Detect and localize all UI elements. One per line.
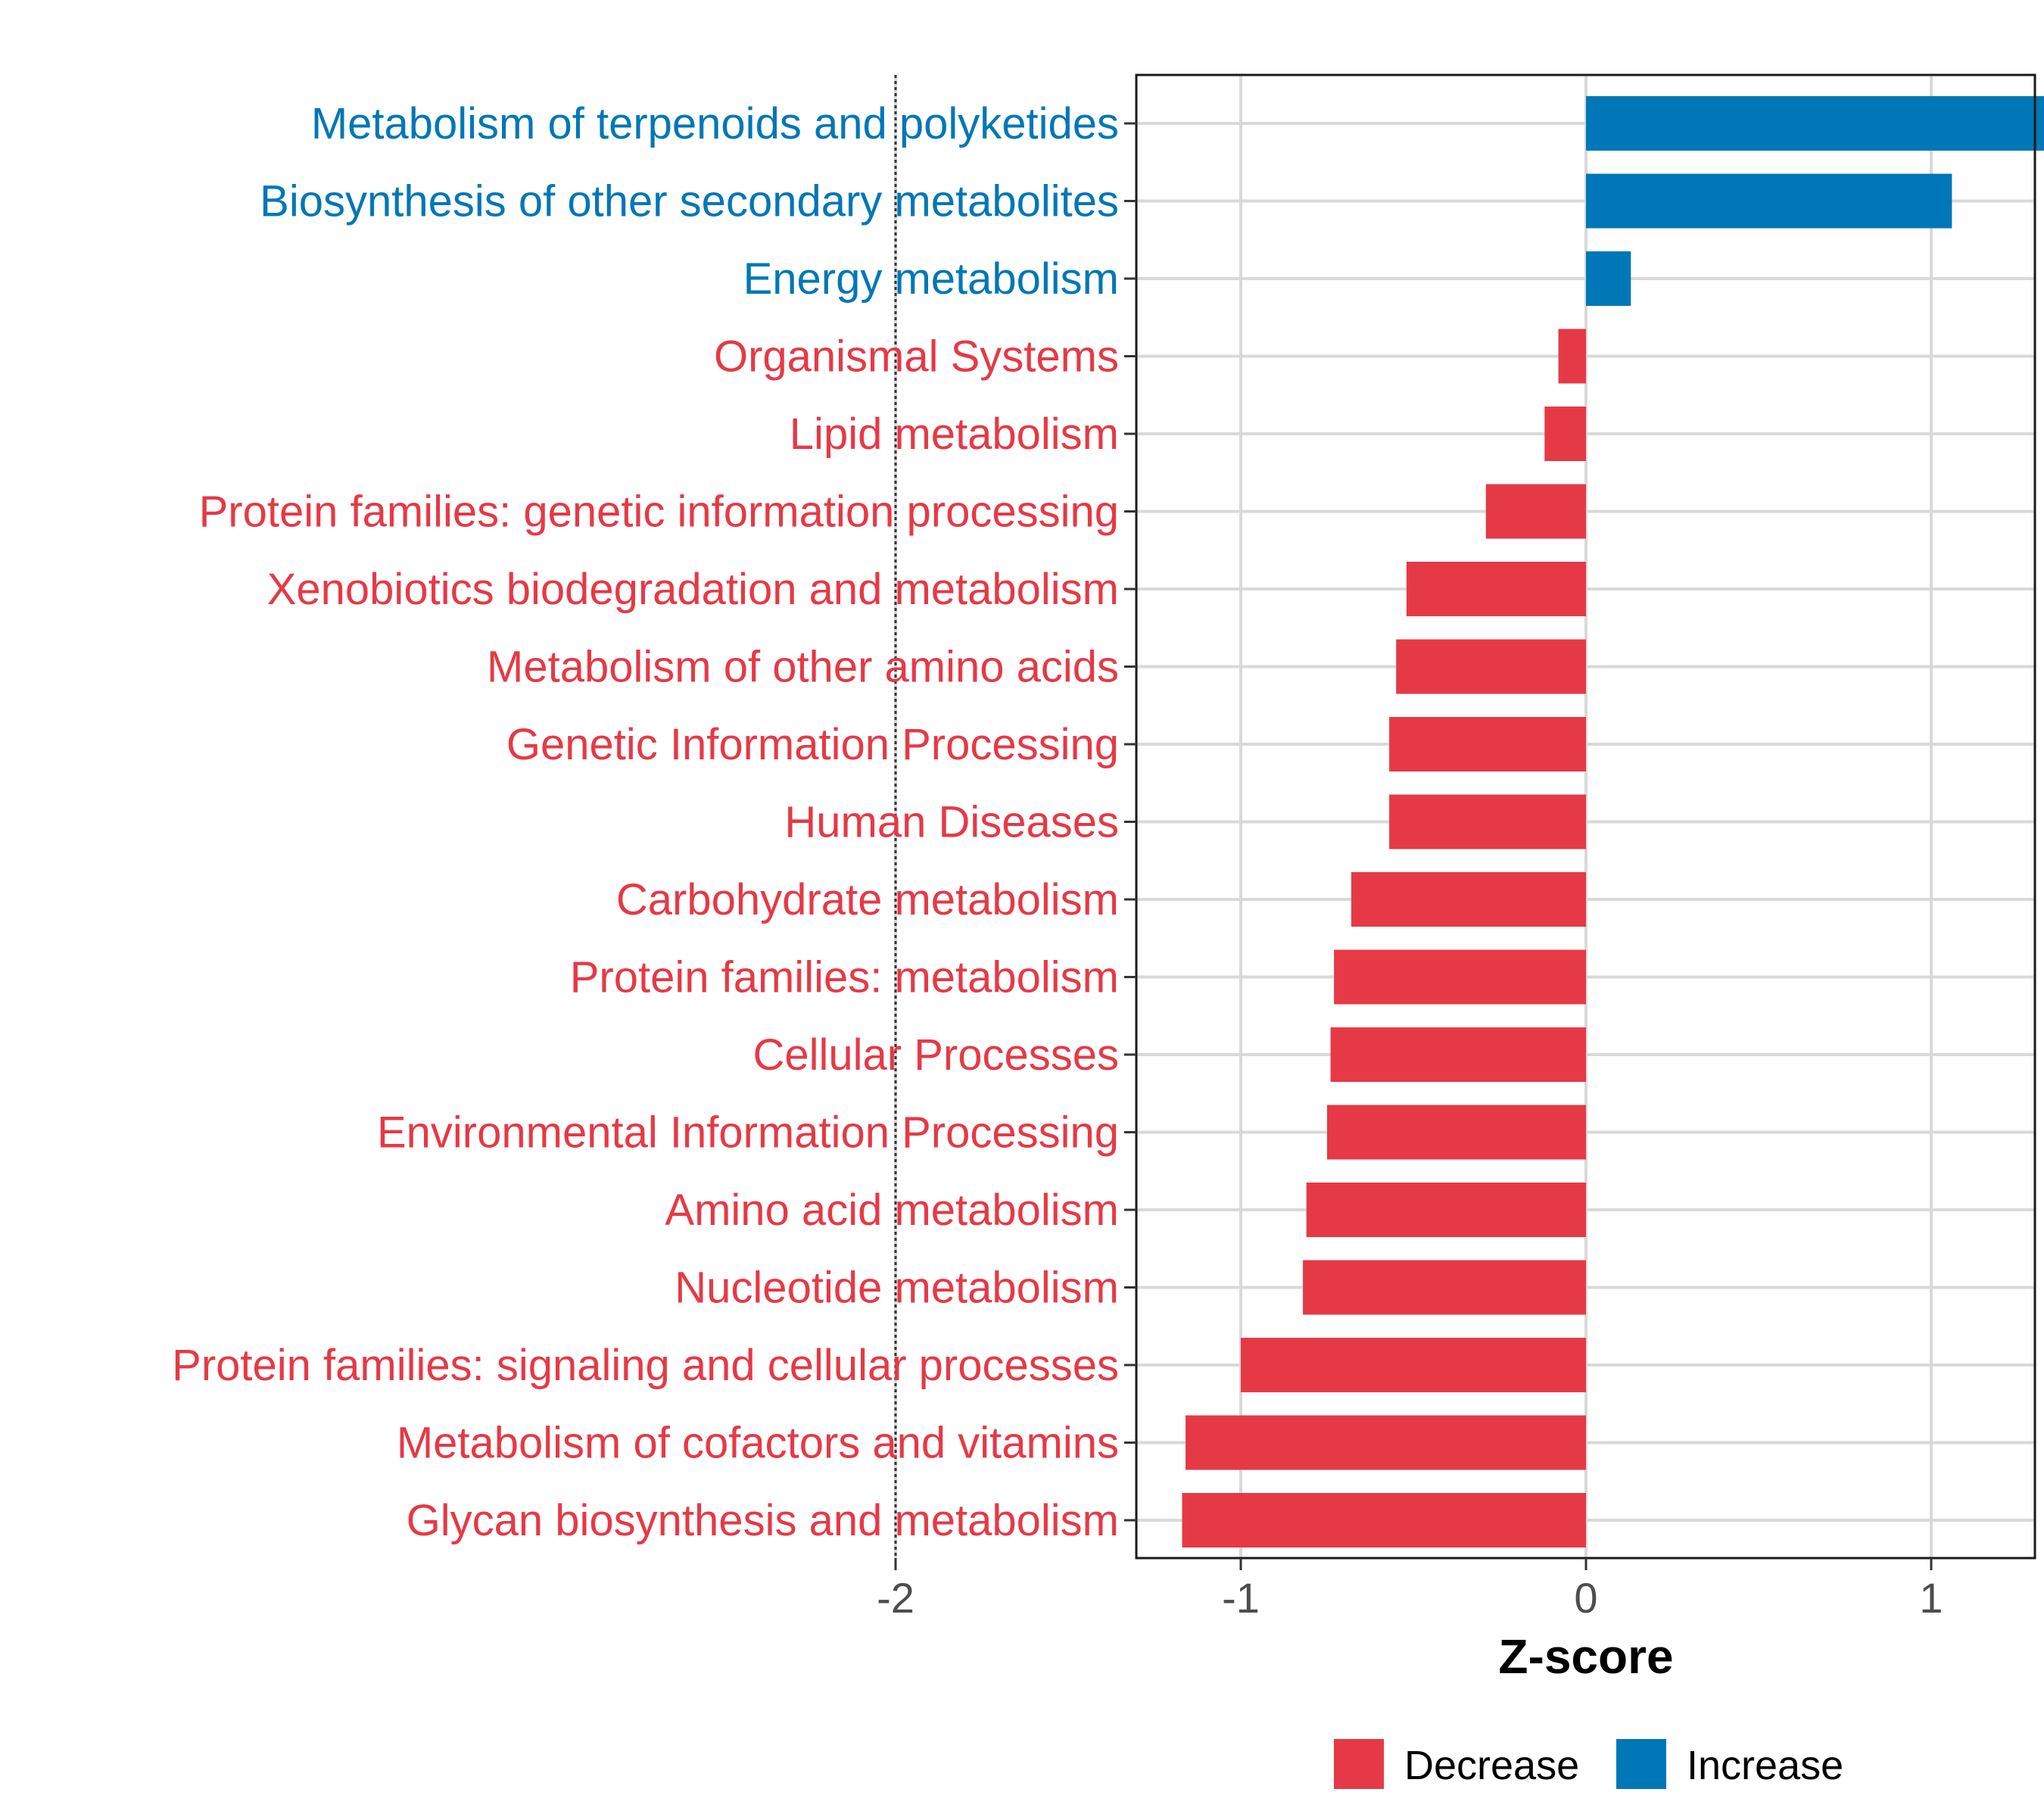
reference-lines <box>894 75 897 1558</box>
y-tick-label: Carbohydrate metabolism <box>616 875 1119 924</box>
bar-environmental-information-processing <box>1327 1105 1586 1160</box>
bar-protein-families-signaling-and-cellular-processes <box>1241 1338 1586 1392</box>
y-tick-label: Nucleotide metabolism <box>675 1264 1119 1313</box>
bar-xenobiotics-biodegradation-and-metabolism <box>1406 562 1586 616</box>
bar-genetic-information-processing <box>1389 717 1586 771</box>
legend: Decrease Increase <box>1334 1739 1843 1789</box>
y-tick-label: Xenobiotics biodegradation and metabolis… <box>267 565 1119 614</box>
bar-energy-metabolism <box>1586 251 1631 306</box>
y-tick-label: Glycan biosynthesis and metabolism <box>407 1496 1119 1545</box>
y-tick-label: Metabolism of cofactors and vitamins <box>397 1419 1119 1468</box>
y-tick-label: Protein families: genetic information pr… <box>199 488 1119 537</box>
y-tick-label: Organismal Systems <box>714 332 1119 382</box>
bar-human-diseases <box>1389 794 1586 849</box>
y-tick-label: Metabolism of other amino acids <box>487 643 1119 692</box>
x-tick-label: 1 <box>1919 1574 1943 1622</box>
bar-lipid-metabolism <box>1544 407 1586 461</box>
y-axis: Metabolism of terpenoids and polyketides… <box>172 99 1136 1545</box>
y-tick-label: Human Diseases <box>784 798 1119 847</box>
x-tick-label: -2 <box>877 1574 915 1622</box>
y-tick-label: Protein families: metabolism <box>570 953 1119 1002</box>
legend-swatch-increase <box>1616 1739 1666 1789</box>
bar-nucleotide-metabolism <box>1303 1260 1586 1315</box>
x-tick-label: 0 <box>1574 1574 1597 1622</box>
x-tick-label: -1 <box>1222 1574 1260 1622</box>
legend-swatch-decrease <box>1334 1739 1384 1789</box>
legend-label-decrease: Decrease <box>1404 1743 1579 1788</box>
bar-cellular-processes <box>1330 1027 1586 1082</box>
legend-label-increase: Increase <box>1687 1743 1843 1788</box>
bar-biosynthesis-of-other-secondary-metabolites <box>1586 173 1952 229</box>
x-axis-title: Z-score <box>1498 1629 1673 1684</box>
y-tick-label: Amino acid metabolism <box>665 1186 1119 1235</box>
y-tick-label: Environmental Information Processing <box>377 1108 1119 1158</box>
bar-metabolism-of-other-amino-acids <box>1396 639 1586 694</box>
bar-glycan-biosynthesis-and-metabolism <box>1182 1493 1586 1547</box>
y-tick-label: Genetic Information Processing <box>506 720 1119 769</box>
y-tick-label: Lipid metabolism <box>790 410 1119 459</box>
y-tick-label: Metabolism of terpenoids and polyketides <box>311 99 1119 148</box>
bar-layer <box>1182 96 2044 1547</box>
y-tick-label: Energy metabolism <box>743 254 1119 304</box>
bar-organismal-systems <box>1558 329 1586 384</box>
y-tick-label: Cellular Processes <box>752 1030 1119 1080</box>
y-tick-label: Protein families: signaling and cellular… <box>172 1341 1119 1390</box>
bar-protein-families-metabolism <box>1334 949 1586 1005</box>
bar-metabolism-of-cofactors-and-vitamins <box>1186 1415 1586 1470</box>
y-tick-label: Biosynthesis of other secondary metaboli… <box>260 177 1119 226</box>
x-axis: -2-1012 <box>877 1558 1943 1622</box>
bar-metabolism-of-terpenoids-and-polyketides <box>1586 96 2044 151</box>
bar-carbohydrate-metabolism <box>1351 872 1586 927</box>
bar-amino-acid-metabolism <box>1306 1183 1586 1237</box>
bar-protein-families-genetic-information-processing <box>1485 484 1586 539</box>
